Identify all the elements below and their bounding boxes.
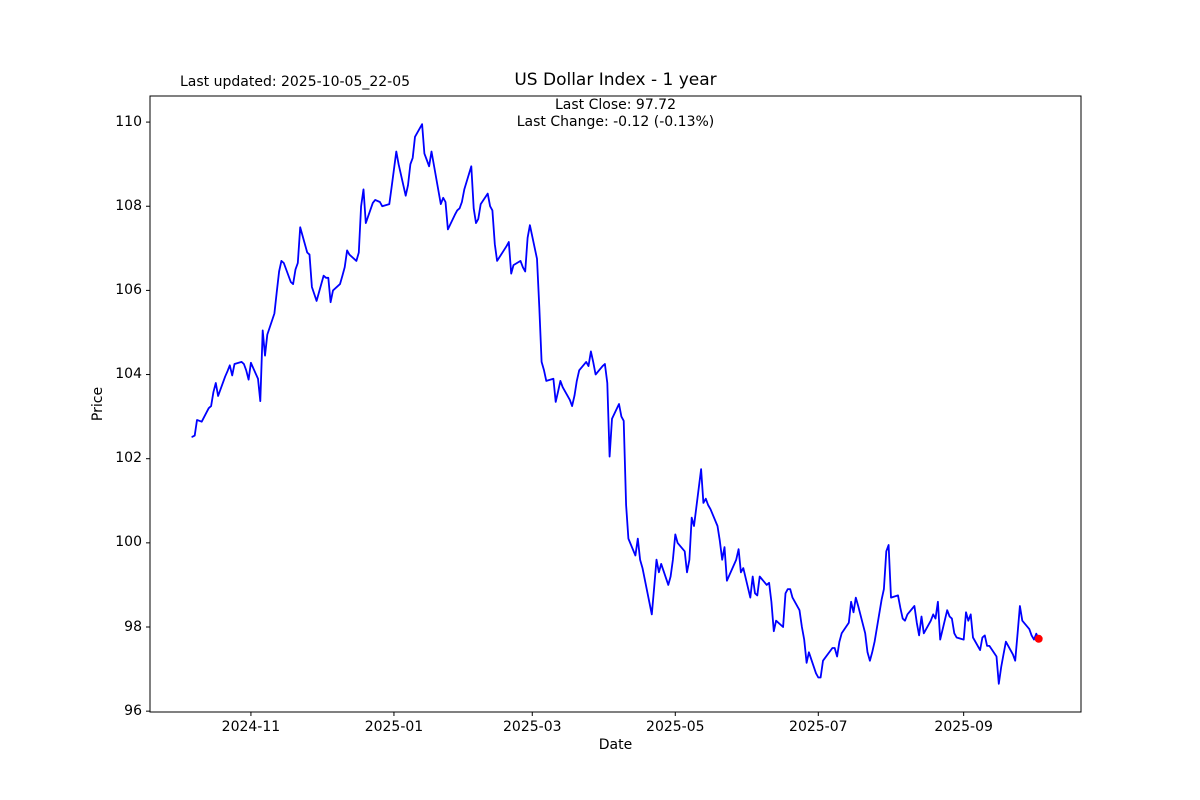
x-tick-label: 2025-05 <box>646 719 705 735</box>
chart-subtitle: Last Close: 97.72 Last Change: -0.12 (-0… <box>150 97 1081 130</box>
y-tick-label: 104 <box>115 366 142 383</box>
x-tick-label: 2025-07 <box>789 719 848 735</box>
y-tick-label: 100 <box>115 534 142 551</box>
plot-border <box>149 95 1082 713</box>
last-updated-text: Last updated: 2025-10-05_22-05 <box>180 74 411 90</box>
x-axis-title: Date <box>598 737 633 753</box>
y-tick-label: 102 <box>115 450 142 467</box>
x-tick-label: 2025-09 <box>934 719 993 735</box>
y-tick-label: 96 <box>124 702 142 719</box>
last-close-text: Last Close: 97.72 <box>555 97 676 113</box>
y-tick-label: 98 <box>124 618 142 635</box>
x-tick-label: 2025-01 <box>364 719 424 735</box>
price-line <box>191 123 1040 685</box>
chart-title: US Dollar Index - 1 year <box>514 70 717 90</box>
y-tick-label: 108 <box>115 197 142 214</box>
tick-marks <box>146 121 965 716</box>
y-tick-label: 110 <box>115 113 142 130</box>
last-change-text: Last Change: -0.12 (-0.13%) <box>516 113 715 130</box>
x-tick-label: 2025-03 <box>503 719 562 735</box>
last-close-marker <box>1034 634 1043 643</box>
x-tick-label: 2024-11 <box>221 719 281 735</box>
y-tick-label: 106 <box>115 281 142 298</box>
